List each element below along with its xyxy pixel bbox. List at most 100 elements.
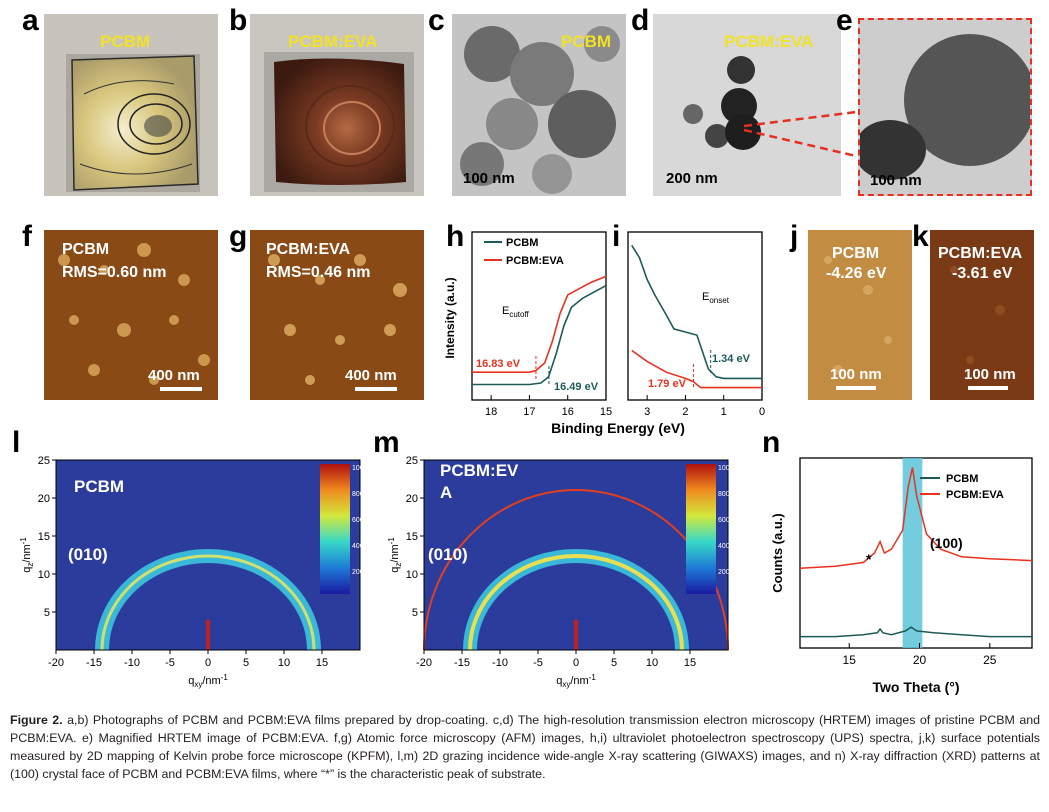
value-kpfm-pcbm: -4.26 eV xyxy=(826,265,887,282)
giwaxs-cbar-label-l: 400 xyxy=(352,543,364,550)
onset-pcbm-eva-value: 1.79 eV xyxy=(648,378,687,390)
scale-bar-afm-pcbm xyxy=(160,387,202,391)
xrd-100-label: (100) xyxy=(930,535,963,551)
figure-caption: Figure 2. a,b) Photographs of PCBM and P… xyxy=(10,711,1040,783)
ups-chart: Intensity (a.u.) Binding Energy (eV) 18 1… xyxy=(443,231,765,436)
ups-tick-label-i: 2 xyxy=(682,406,688,418)
giwaxs-ytick-label-l: 20 xyxy=(38,493,50,505)
tem-magnified-drawing xyxy=(860,20,1030,194)
panel-label-b: b xyxy=(229,4,248,37)
giwaxs-ytick-label-m: 25 xyxy=(406,455,418,467)
kpfm-image-pcbm-eva xyxy=(930,230,1034,400)
panel-label-j: j xyxy=(790,220,799,253)
xrd-xlabel: Two Theta (°) xyxy=(873,679,960,695)
tem-image-pcbm xyxy=(452,14,626,196)
title-afm-pcbm: PCBM xyxy=(62,241,110,258)
giwaxs-xtick-label-m: 0 xyxy=(573,657,579,669)
panel-label-i: i xyxy=(612,220,621,253)
panel-label-m: m xyxy=(373,426,400,459)
xrd-xtick-label: 15 xyxy=(843,653,857,667)
xrd-xtick-label: 20 xyxy=(913,653,927,667)
afm-image-pcbm-eva xyxy=(250,230,424,400)
tem-pcbm-drawing xyxy=(452,14,626,196)
giwaxs-xtick-label-l: 0 xyxy=(205,657,211,669)
xrd-chart: 15 20 25 Counts (a.u.) Two Theta (°) PCBM … xyxy=(770,457,1033,695)
title-tem-pcbm-eva: PCBM:EVA xyxy=(724,32,814,51)
ups-tick-label-h: 18 xyxy=(485,406,497,418)
legend-label-pcbm-eva-n: PCBM:EVA xyxy=(946,489,1004,501)
onset-pcbm-value: 1.34 eV xyxy=(712,353,751,365)
scale-label-tem-pcbm: 100 nm xyxy=(463,170,515,187)
panel-label-n: n xyxy=(762,426,781,459)
giwaxs-m-colorbar xyxy=(686,464,716,594)
giwaxs-ytick-label-m: 5 xyxy=(412,607,418,619)
xrd-100-highlight-band xyxy=(902,458,923,648)
xrd-ylabel: Counts (a.u.) xyxy=(770,513,785,592)
ups-tick-label-i: 3 xyxy=(644,406,650,418)
eonset-label: Eonset xyxy=(702,291,730,305)
photo-pcbm-film xyxy=(44,14,218,196)
panel-label-a: a xyxy=(22,4,39,37)
giwaxs-xlabel-l: qxy/nm-1 xyxy=(188,673,228,689)
ups-line-h-pcbm xyxy=(472,284,607,386)
giwaxs-cbar-label-m: 400 xyxy=(718,543,730,550)
giwaxs-ytick-label-l: 5 xyxy=(44,607,50,619)
giwaxs-cbar-label-m: 800 xyxy=(718,491,730,498)
giwaxs-xtick-label-m: 10 xyxy=(646,657,658,669)
afm-image-pcbm xyxy=(44,230,218,400)
scale-label-afm-pcbm-eva: 400 nm xyxy=(345,367,397,384)
peak-label-m-010: (010) xyxy=(428,545,468,564)
panel-label-d: d xyxy=(631,4,650,37)
kpfm-image-pcbm xyxy=(808,230,912,400)
figure-label: Figure 2. xyxy=(10,713,63,727)
panel-label-l: l xyxy=(12,426,21,459)
giwaxs-xtick-label-m: -10 xyxy=(492,657,508,669)
rms-afm-pcbm-eva: RMS=0.46 nm xyxy=(266,264,371,281)
afm-pcbm-texture xyxy=(44,230,218,400)
giwaxs-charts: -20 -15 -10 -5 0 5 10 15 5 10 15 20 25 1000 800 600 400 2… xyxy=(19,455,734,689)
title-kpfm-pcbm-eva: PCBM:EVA xyxy=(938,245,1023,262)
value-kpfm-pcbm-eva: -3.61 eV xyxy=(952,265,1013,282)
giwaxs-xtick-label-m: -20 xyxy=(416,657,432,669)
tem-image-pcbm-eva xyxy=(653,14,841,196)
title-giwaxs-pcbm-eva-1: PCBM:EV xyxy=(440,461,519,480)
scale-label-tem-magnified: 100 nm xyxy=(870,172,922,189)
zoom-connector-lines xyxy=(743,110,857,158)
giwaxs-m-010-ring-core xyxy=(468,554,684,651)
giwaxs-cbar-label-m: 600 xyxy=(718,517,730,524)
scale-bar-kpfm-pcbm xyxy=(836,386,876,390)
title-giwaxs-pcbm-eva-2: A xyxy=(440,483,452,502)
ups-tick-label-i: 1 xyxy=(721,406,727,418)
title-giwaxs-pcbm: PCBM xyxy=(74,477,124,496)
title-kpfm-pcbm: PCBM xyxy=(832,245,880,262)
pcbm-eva-film-drawing xyxy=(250,14,424,196)
caption-text: a,b) Photographs of PCBM and PCBM:EVA fi… xyxy=(10,713,1040,781)
giwaxs-xtick-label-l: -10 xyxy=(124,657,140,669)
giwaxs-m-beamstop xyxy=(574,620,578,650)
legend-label-pcbm-n: PCBM xyxy=(946,473,978,485)
kpfm-pcbm-texture xyxy=(808,230,912,400)
scale-label-kpfm-pcbm: 100 nm xyxy=(830,366,882,383)
giwaxs-l-010-ring-core xyxy=(100,554,316,651)
giwaxs-xtick-label-m: 5 xyxy=(611,657,617,669)
ups-xlabel: Binding Energy (eV) xyxy=(551,420,685,436)
giwaxs-xtick-label-l: 10 xyxy=(278,657,290,669)
tem-magnified-pcbm-eva xyxy=(858,18,1032,196)
peak-label-l-010: (010) xyxy=(68,545,108,564)
ups-ylabel: Intensity (a.u.) xyxy=(443,277,457,358)
scale-label-kpfm-pcbm-eva: 100 nm xyxy=(964,366,1016,383)
title-tem-pcbm: PCBM xyxy=(561,32,612,51)
ups-line-h-pcbm-eva xyxy=(472,275,607,373)
giwaxs-l-beamstop xyxy=(206,620,210,650)
ups-tick-label-i: 0 xyxy=(759,406,765,418)
giwaxs-ylabel-l: qz/nm-1 xyxy=(19,537,35,573)
ups-tick-label-h: 17 xyxy=(523,406,535,418)
panel-label-c: c xyxy=(428,4,445,37)
giwaxs-xtick-label-l: -15 xyxy=(86,657,102,669)
xrd-xtick-label: 25 xyxy=(983,653,997,667)
ups-h-frame xyxy=(471,231,607,401)
giwaxs-ylabel-m: qz/nm-1 xyxy=(387,537,403,573)
giwaxs-ytick-label-m: 10 xyxy=(406,569,418,581)
giwaxs-cbar-label-m: 200 xyxy=(718,569,730,576)
ecutoff-label: Ecutoff xyxy=(502,305,530,319)
